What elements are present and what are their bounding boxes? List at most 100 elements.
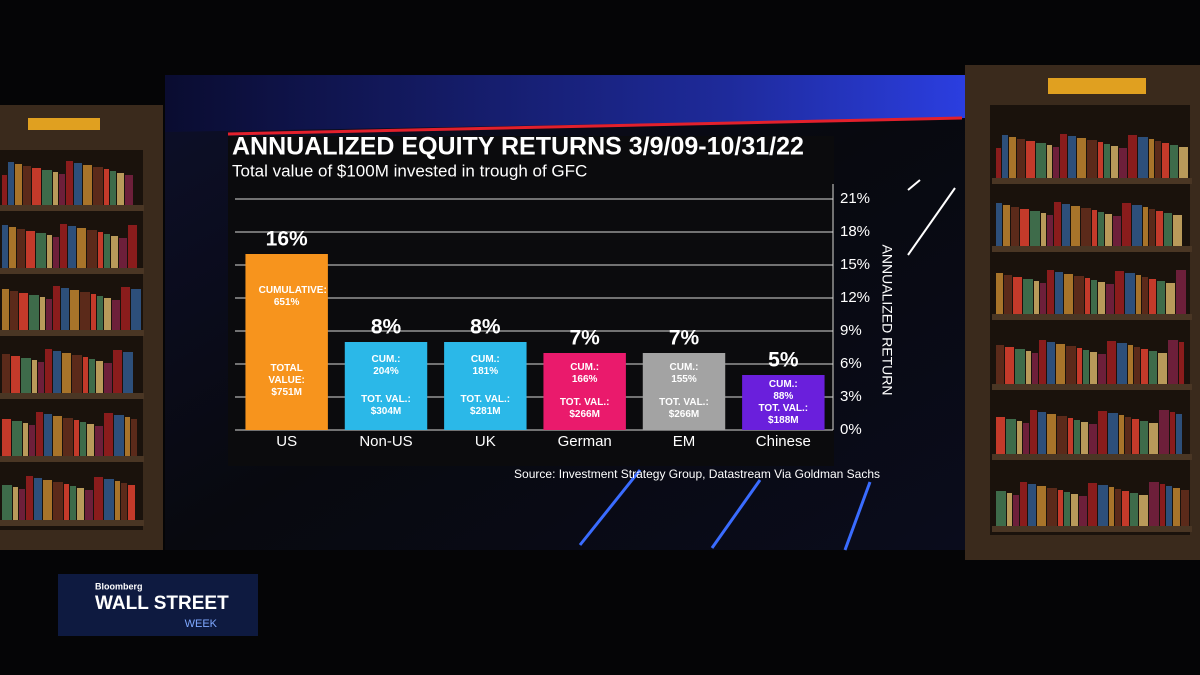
book <box>53 286 60 330</box>
book <box>96 361 103 393</box>
book <box>1107 341 1116 384</box>
book <box>1128 345 1133 384</box>
logo-brand: Bloomberg <box>95 581 143 591</box>
book <box>1066 346 1076 384</box>
note-text: CUM.: <box>570 362 600 374</box>
book <box>104 363 112 393</box>
book <box>26 231 35 268</box>
book <box>1053 147 1059 178</box>
book <box>1098 212 1104 246</box>
book <box>91 294 96 330</box>
x-tick-label: Non-US <box>359 433 412 450</box>
book <box>1090 352 1097 384</box>
book <box>83 357 88 393</box>
note-text: TOTAL VALUE: <box>268 363 305 386</box>
book <box>23 423 28 456</box>
book <box>1047 488 1057 526</box>
y-axis-label: ANNUALIZED RETURN <box>879 245 895 396</box>
book <box>89 359 95 393</box>
book <box>1115 489 1121 526</box>
book <box>123 352 133 393</box>
value-label: 7% <box>569 327 600 350</box>
book <box>1142 277 1148 314</box>
note-block: CUM.: 155% <box>656 362 712 386</box>
book <box>53 416 62 456</box>
book <box>1157 281 1165 314</box>
book <box>70 290 79 330</box>
note-block: CUM.: 166% <box>557 362 613 386</box>
book <box>70 486 76 520</box>
book <box>1173 488 1180 526</box>
note-text: CUM.: <box>669 362 699 374</box>
note-text: TOT. VAL.: <box>758 403 809 414</box>
book <box>62 353 71 393</box>
book <box>1055 272 1063 314</box>
value-label: 8% <box>470 316 501 339</box>
book <box>1079 496 1087 526</box>
book <box>1068 418 1073 454</box>
book <box>115 481 120 520</box>
book <box>1149 482 1159 526</box>
book <box>59 174 65 205</box>
book <box>1149 351 1157 384</box>
x-tick-label: Chinese <box>756 433 811 450</box>
book <box>2 419 11 456</box>
book <box>1017 421 1022 454</box>
book <box>36 412 43 456</box>
book <box>128 485 135 520</box>
value-label: 7% <box>669 327 700 350</box>
book <box>34 478 42 520</box>
book <box>1159 410 1169 454</box>
book <box>1040 283 1046 314</box>
y-tick-label: 18% <box>840 223 870 240</box>
book <box>996 345 1004 384</box>
book <box>112 300 120 330</box>
book <box>1136 275 1141 314</box>
book <box>1007 493 1012 526</box>
note-text: $266M <box>668 408 700 420</box>
book <box>97 296 103 330</box>
book <box>9 227 16 268</box>
note-text: TOT. VAL.: <box>559 396 610 408</box>
chart-panel <box>228 136 834 466</box>
shelf <box>0 205 144 211</box>
book <box>1132 205 1142 246</box>
y-tick-label: 15% <box>840 256 870 273</box>
book <box>1047 270 1054 314</box>
book <box>1105 214 1112 246</box>
book <box>19 293 28 330</box>
book <box>43 480 52 520</box>
book <box>66 161 73 205</box>
book <box>1106 284 1114 314</box>
book <box>1091 280 1097 314</box>
chart-subtitle: Total value of $100M invested in trough … <box>232 161 587 180</box>
book <box>12 421 22 456</box>
note-block: TOT. VAL.: $281M <box>457 394 513 418</box>
book <box>119 238 127 268</box>
note-block: CUM.: 88% <box>755 379 811 403</box>
shelf <box>992 526 1192 532</box>
book <box>32 168 41 205</box>
book <box>1023 423 1029 454</box>
book <box>85 490 93 520</box>
book <box>1179 342 1184 384</box>
bar-note: CUM.: 204% TOT. VAL.: $304M <box>345 342 427 430</box>
value-label: 5% <box>768 349 799 372</box>
book <box>114 415 124 456</box>
note-block: TOT. VAL.: $304M <box>358 394 414 418</box>
book <box>64 484 69 520</box>
book <box>1170 145 1178 178</box>
book <box>1176 270 1186 314</box>
x-tick-label: UK <box>475 433 496 450</box>
book <box>1149 423 1158 454</box>
book <box>74 420 79 456</box>
logo-box <box>58 574 258 636</box>
book <box>1168 340 1178 384</box>
shelf <box>0 456 144 462</box>
book <box>1149 279 1156 314</box>
book <box>1017 139 1025 178</box>
book <box>1164 213 1172 246</box>
book <box>1125 273 1135 314</box>
shelf <box>992 384 1192 390</box>
book <box>94 477 103 520</box>
